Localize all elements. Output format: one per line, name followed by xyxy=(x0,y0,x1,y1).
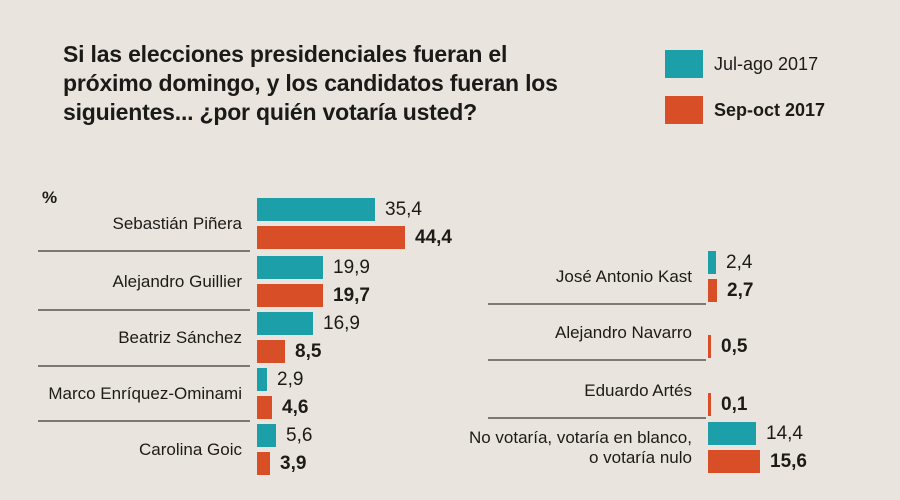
value-jul-ago: 2,9 xyxy=(277,368,304,390)
bar-sep-oct xyxy=(257,284,323,307)
bar-sep-oct xyxy=(708,393,711,416)
value-sep-oct: 15,6 xyxy=(770,450,807,472)
legend-label-jul-ago: Jul-ago 2017 xyxy=(714,53,819,74)
bar-group: 2,4 2,7 xyxy=(708,251,753,302)
bar-group: 5,6 3,9 xyxy=(257,424,312,475)
value-jul-ago: 2,4 xyxy=(726,251,753,273)
value-sep-oct: 19,7 xyxy=(333,284,370,306)
bar-group: 2,9 4,6 xyxy=(257,368,308,419)
row-divider xyxy=(38,420,250,422)
percent-unit-label: % xyxy=(42,188,58,207)
bar-sep-oct xyxy=(257,340,285,363)
row-divider xyxy=(38,365,250,367)
value-jul-ago: 5,6 xyxy=(286,424,313,446)
bar-jul-ago xyxy=(257,424,276,447)
candidate-label: Sebastián Piñera xyxy=(112,213,242,233)
row-divider xyxy=(488,417,706,419)
bar-jul-ago xyxy=(257,198,375,221)
legend-swatch-jul-ago xyxy=(665,50,703,78)
bar-group: 0,1 xyxy=(708,365,747,416)
bar-group: 14,4 15,6 xyxy=(708,422,807,473)
value-jul-ago: 16,9 xyxy=(323,312,360,334)
value-sep-oct: 2,7 xyxy=(727,279,754,301)
row-divider xyxy=(488,359,706,361)
candidate-label: Alejandro Navarro xyxy=(554,322,692,342)
value-sep-oct: 4,6 xyxy=(282,396,309,418)
row-divider xyxy=(38,250,250,252)
bar-group: 16,9 8,5 xyxy=(257,312,360,363)
row-divider xyxy=(488,303,706,305)
candidate-label: Eduardo Artés xyxy=(584,380,692,400)
candidate-label: José Antonio Kast xyxy=(555,266,692,286)
value-sep-oct: 0,5 xyxy=(721,335,748,357)
bar-jul-ago xyxy=(257,312,313,335)
value-jul-ago: 14,4 xyxy=(766,422,803,444)
value-jul-ago: 35,4 xyxy=(385,198,422,220)
bar-jul-ago xyxy=(708,422,756,445)
legend-item-sep-oct: Sep-oct 2017 xyxy=(665,96,825,124)
bar-sep-oct xyxy=(257,396,272,419)
bar-jul-ago xyxy=(708,251,716,274)
value-sep-oct: 8,5 xyxy=(295,340,322,362)
bar-sep-oct xyxy=(257,452,270,475)
value-sep-oct: 0,1 xyxy=(721,393,748,415)
candidate-label: No votaría, votaría en blanco, o votaría… xyxy=(468,427,692,467)
bar-sep-oct xyxy=(257,226,405,249)
legend-swatch-sep-oct xyxy=(665,96,703,124)
value-sep-oct: 44,4 xyxy=(415,226,452,248)
bar-group: 0,5 xyxy=(708,307,747,358)
bar-sep-oct xyxy=(708,279,717,302)
bar-jul-ago xyxy=(257,256,323,279)
legend-item-jul-ago: Jul-ago 2017 xyxy=(665,50,818,78)
chart-title: Si las elecciones presidenciales fueran … xyxy=(63,41,558,125)
candidate-label: Alejandro Guillier xyxy=(112,271,242,291)
candidate-label: Carolina Goic xyxy=(139,439,242,459)
value-sep-oct: 3,9 xyxy=(280,452,307,474)
bar-sep-oct xyxy=(708,450,760,473)
candidate-label: Marco Enríquez-Ominami xyxy=(48,383,242,403)
bar-group: 35,4 44,4 xyxy=(257,198,452,249)
row-divider xyxy=(38,309,250,311)
value-jul-ago: 19,9 xyxy=(333,256,370,278)
bar-jul-ago xyxy=(257,368,267,391)
legend-label-sep-oct: Sep-oct 2017 xyxy=(714,99,826,120)
bar-sep-oct xyxy=(708,335,711,358)
bar-group: 19,9 19,7 xyxy=(257,256,370,307)
candidate-label: Beatriz Sánchez xyxy=(118,327,242,347)
